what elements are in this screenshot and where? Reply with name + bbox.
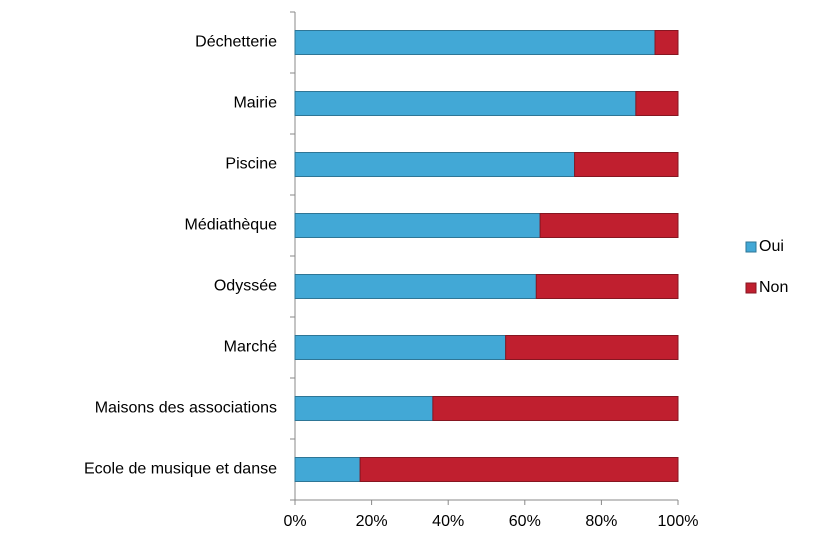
- y-tick-label: Médiathèque: [184, 217, 277, 234]
- x-tick-label: 0%: [283, 513, 306, 530]
- bar: [294, 152, 576, 177]
- bar: [294, 274, 537, 299]
- y-tick-label: Odyssée: [214, 278, 277, 295]
- bar: [359, 457, 679, 482]
- y-tick-label: Mairie: [233, 95, 277, 112]
- bar: [294, 213, 541, 238]
- legend-label: Non: [759, 279, 788, 296]
- bar: [635, 91, 679, 116]
- bar: [294, 91, 637, 116]
- y-tick-label: Déchetterie: [195, 34, 277, 51]
- y-tick-label: Marché: [224, 339, 277, 356]
- x-tick-label: 40%: [432, 513, 464, 530]
- y-tick-label: Maisons des associations: [95, 400, 277, 417]
- x-tick-label: 60%: [509, 513, 541, 530]
- legend-label: Oui: [759, 238, 784, 255]
- bar: [294, 30, 656, 55]
- bar: [654, 30, 679, 55]
- x-tick-label: 100%: [658, 513, 699, 530]
- legend-swatch: [745, 241, 757, 253]
- bar: [574, 152, 679, 177]
- y-tick-label: Ecole de musique et danse: [84, 461, 277, 478]
- bar: [294, 457, 361, 482]
- bar: [505, 335, 679, 360]
- bar: [294, 396, 434, 421]
- bar: [294, 335, 507, 360]
- x-tick-label: 80%: [585, 513, 617, 530]
- bar: [535, 274, 679, 299]
- legend-swatch: [745, 282, 757, 294]
- bar: [432, 396, 679, 421]
- x-tick-label: 20%: [356, 513, 388, 530]
- bar: [539, 213, 679, 238]
- y-tick-label: Piscine: [225, 156, 277, 173]
